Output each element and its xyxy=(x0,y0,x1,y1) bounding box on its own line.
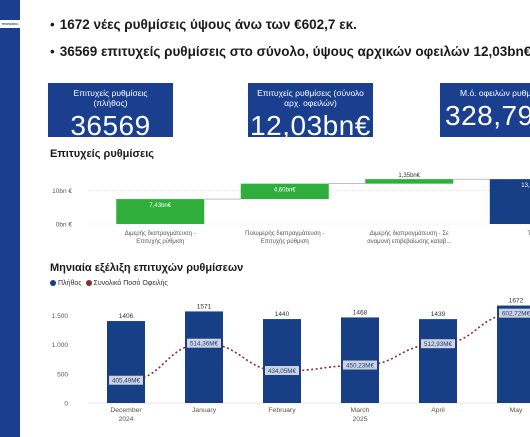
monthly-amount-label-bg xyxy=(265,366,299,376)
monthly-x-label: February xyxy=(268,407,296,414)
monthly-bar xyxy=(419,319,457,403)
monthly-x-label: 2024 xyxy=(118,416,133,423)
waterfall-data-label: 1,35bn€ xyxy=(398,173,420,179)
waterfall-data-label: 4,60bn€ xyxy=(274,188,296,194)
waterfall-x-label: Πολυμερής διαπραγμάτευση - xyxy=(245,230,324,237)
kpi-label: Επιτυχείς ρυθμίσεις (σύνολο αρχ. οφειλών) xyxy=(257,88,364,108)
monthly-bar xyxy=(497,305,530,403)
monthly-bar xyxy=(263,319,301,403)
waterfall-x-label: αναμονή επιβεβαίωσης καταβ... xyxy=(367,238,451,245)
monthly-chart: 0 500 1.000 1.500 1406 1571 1440 1468 1439 1672 40… xyxy=(52,298,530,423)
kpi-value: 36569 xyxy=(70,110,151,138)
legend-label-amount: Συνολικό Ποσό Οφειλής xyxy=(93,280,168,287)
waterfall-bar xyxy=(116,199,205,224)
waterfall-data-label: 7,43bn€ xyxy=(149,203,171,209)
monthly-x-label: May xyxy=(510,407,523,414)
waterfall-x-label: Διμερής διαπραγμάτευση - Σε xyxy=(370,230,449,237)
monthly-y-tick: 1.500 xyxy=(52,313,69,320)
monthly-amount-label-bg xyxy=(187,338,221,348)
monthly-legend: Πλήθος Συνολικό Ποσό Οφειλής xyxy=(50,280,168,287)
kpi-card-average: Μ.ό. οφειλών ρυθμ 328,79 xyxy=(440,83,530,137)
monthly-amount-label: 450,23M€ xyxy=(346,363,375,370)
waterfall-chart: 0bn € 10bn € 7,43bn€ Διμερής διαπραγμάτευση… xyxy=(52,173,530,245)
waterfall-data-label: 13,38bn€ xyxy=(521,183,530,189)
waterfall-bar xyxy=(240,183,329,200)
monthly-bar-label: 1571 xyxy=(197,303,212,310)
monthly-bar xyxy=(107,321,145,403)
waterfall-y-tick: 0bn € xyxy=(56,222,73,229)
monthly-y-tick: 1.000 xyxy=(52,342,69,349)
monthly-bar xyxy=(341,317,379,403)
monthly-title: Μηνιαία εξέλιξη επιτυχών ρυθμίσεων xyxy=(50,262,244,274)
legend-dot-amount xyxy=(85,280,92,286)
kpi-label: Επιτυχείς ρυθμίσεις (πλήθος) xyxy=(73,88,148,108)
bank-logo: ΤΡΑΠΕΖΙΚΗ xyxy=(0,20,20,28)
waterfall-x-label: Επιτυχής ρύθμιση xyxy=(136,238,184,245)
monthly-bar-label: 1468 xyxy=(353,309,368,316)
waterfall-x-label: Διμερής διαπραγμάτευση - xyxy=(125,230,196,237)
monthly-amount-label: 512,93M€ xyxy=(424,341,453,348)
kpi-card-amount: Επιτυχείς ρυθμίσεις (σύνολο αρχ. οφειλών)… xyxy=(248,83,373,137)
monthly-amount-line xyxy=(125,312,517,382)
monthly-amount-label-bg xyxy=(109,375,143,385)
monthly-x-label: March xyxy=(351,407,370,414)
monthly-x-label: December xyxy=(110,407,142,414)
monthly-bar-label: 1439 xyxy=(431,311,446,318)
waterfall-x-label: Total xyxy=(527,231,530,237)
monthly-bar xyxy=(185,311,223,403)
monthly-amount-label: 514,36M€ xyxy=(190,341,219,348)
monthly-bar-label: 1440 xyxy=(275,311,290,318)
waterfall-total-bar xyxy=(489,179,530,224)
summary-bullet-new: • 1672 νέες ρυθμίσεις ύψους άνω των €602,… xyxy=(50,17,357,32)
monthly-amount-label-bg xyxy=(421,339,455,349)
monthly-amount-label: 434,05M€ xyxy=(268,368,297,375)
monthly-bar-label: 1406 xyxy=(119,313,134,320)
kpi-card-count: Επιτυχείς ρυθμίσεις (πλήθος) 36569 xyxy=(48,83,173,137)
sidebar: ΤΡΑΠΕΖΙΚΗ xyxy=(0,0,20,437)
legend-label-count: Πλήθος xyxy=(58,280,82,287)
monthly-amount-label-bg xyxy=(343,360,377,370)
bullet-mark: • xyxy=(50,17,55,32)
monthly-x-label: January xyxy=(192,407,217,414)
monthly-amount-label: 602,72M€ xyxy=(502,311,530,318)
monthly-x-label: 2025 xyxy=(352,416,367,423)
waterfall-y-tick: 10bn € xyxy=(52,188,72,195)
monthly-bar-label: 1672 xyxy=(509,298,524,305)
summary-bullet-total: • 36569 επιτυχείς ρυθμίσεις στο σύνολο, ύ… xyxy=(50,44,530,59)
monthly-x-label: April xyxy=(431,407,445,414)
monthly-amount-label: 405,49M€ xyxy=(112,378,141,385)
monthly-y-tick: 500 xyxy=(57,371,68,378)
legend-dot-count xyxy=(50,280,56,286)
monthly-y-tick: 0 xyxy=(64,401,68,408)
monthly-amount-label-bg xyxy=(499,308,530,318)
kpi-value: 328,79 xyxy=(445,100,530,131)
waterfall-x-label: Επιτυχής ρύθμιση xyxy=(261,238,309,245)
kpi-label: Μ.ό. οφειλών ρυθμ xyxy=(460,88,530,98)
bullet-mark: • xyxy=(50,44,55,59)
waterfall-title: Επιτυχείς ρυθμίσεις xyxy=(50,148,154,160)
kpi-value: 12,03bn€ xyxy=(250,110,371,138)
waterfall-bar xyxy=(365,179,454,184)
